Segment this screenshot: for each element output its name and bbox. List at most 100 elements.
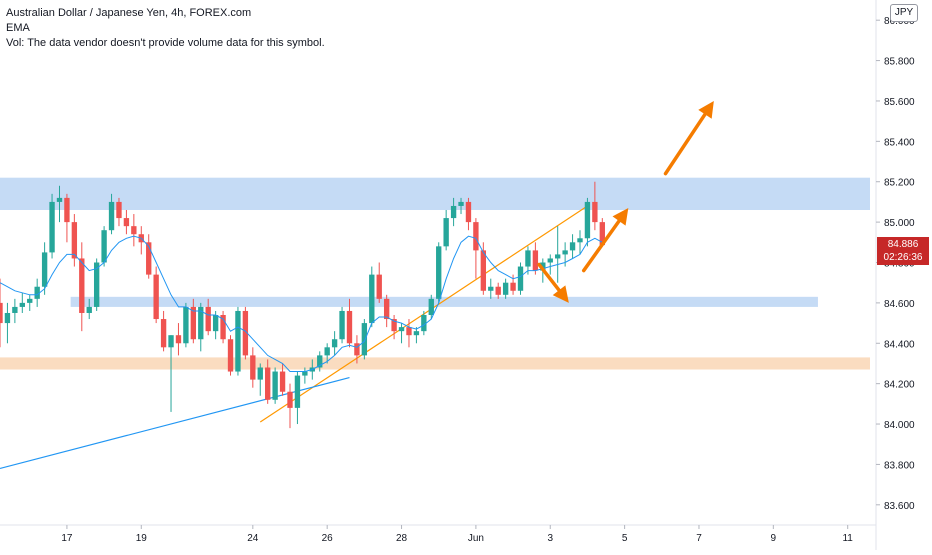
candle [317, 351, 323, 372]
candle-body [517, 266, 524, 291]
candle-body [183, 306, 189, 344]
candle [49, 193, 55, 259]
time-tick-label: 17 [61, 533, 73, 544]
candle-body [227, 339, 234, 372]
candle-body [346, 310, 353, 344]
candle-body [212, 315, 219, 332]
candle-body [4, 312, 11, 324]
candle [354, 335, 360, 364]
candle-body [153, 274, 159, 320]
candle [488, 278, 494, 299]
candle [458, 197, 464, 215]
candles-layer [0, 181, 605, 429]
candle-body [49, 201, 55, 253]
candle [168, 335, 174, 412]
candle-body [383, 298, 390, 320]
candle-body [86, 306, 92, 313]
candle [376, 262, 382, 303]
candle [592, 181, 598, 231]
candle [19, 292, 25, 313]
candle [71, 214, 78, 267]
candle [510, 274, 516, 295]
candle [331, 331, 338, 356]
candle [450, 197, 457, 227]
arrow-shaft [663, 112, 707, 176]
candle [398, 323, 405, 344]
time-axis[interactable]: 17 19 24 26 28 Jun 3 5 7 9 11 [61, 525, 853, 544]
candle [212, 310, 219, 340]
candle-body [317, 355, 323, 368]
candle [436, 242, 442, 303]
candle-body [584, 201, 591, 239]
resistance-zone [0, 177, 870, 210]
candle [584, 197, 591, 247]
candle [108, 193, 115, 235]
candle-body [577, 238, 583, 243]
candle [146, 234, 152, 279]
candle-body [123, 218, 130, 227]
candle-body [131, 226, 137, 235]
candle [421, 310, 427, 336]
candle-body [190, 306, 197, 340]
candle-body [146, 242, 152, 275]
time-tick-label: 9 [771, 533, 777, 544]
candle-body [79, 258, 85, 313]
candle [495, 282, 501, 299]
candle-body [287, 391, 293, 408]
arrows-layer [537, 100, 714, 303]
candle [34, 278, 40, 307]
price-tick-label: 84.400 [884, 339, 915, 350]
arrow-head [552, 285, 569, 303]
candle-body [0, 302, 3, 324]
candle-body [41, 252, 48, 287]
candle-body [235, 310, 241, 372]
candle-body [160, 319, 167, 348]
candle-body [175, 335, 182, 344]
candle-body [205, 306, 211, 332]
candle-body [361, 323, 368, 356]
trendlines-layer [0, 205, 588, 470]
candle-body [27, 298, 33, 303]
currency-button[interactable]: JPY [890, 4, 918, 22]
candle-body [592, 201, 598, 223]
candle-body [324, 347, 330, 356]
candle [198, 302, 204, 352]
candle [235, 306, 241, 376]
candle-body [569, 242, 576, 251]
candle [569, 234, 576, 259]
candle-body [532, 250, 539, 271]
candle-body [391, 319, 397, 332]
symbol-title[interactable]: Australian Dollar / Japanese Yen, 4h, FO… [6, 7, 252, 19]
time-tick-label: 3 [547, 533, 553, 544]
arrow-up-large [663, 100, 714, 176]
candle-body [279, 371, 286, 392]
arrow-head [612, 207, 629, 226]
candle [183, 302, 189, 348]
candle [413, 327, 420, 344]
candle [116, 197, 122, 227]
zones-layer [0, 177, 870, 370]
candle [190, 298, 197, 344]
arrow-shaft [581, 219, 621, 273]
candle [101, 226, 107, 267]
candle-body [413, 331, 420, 336]
candle [257, 363, 263, 396]
ema-indicator-label[interactable]: EMA [6, 22, 30, 34]
candle [406, 319, 412, 348]
candle [131, 214, 137, 247]
candle [339, 306, 345, 344]
candle-body [331, 339, 338, 348]
ema-line [0, 235, 603, 372]
candle-body [339, 310, 345, 340]
volume-note: Vol: The data vendor doesn't provide vol… [6, 37, 325, 49]
candle-body [19, 302, 25, 307]
candle-body [64, 197, 70, 223]
candle [391, 315, 397, 340]
candle-body [547, 258, 553, 263]
candle [324, 343, 330, 364]
candle [547, 254, 553, 275]
chart-legend: Australian Dollar / Japanese Yen, 4h, FO… [6, 6, 325, 51]
candle [205, 298, 211, 336]
